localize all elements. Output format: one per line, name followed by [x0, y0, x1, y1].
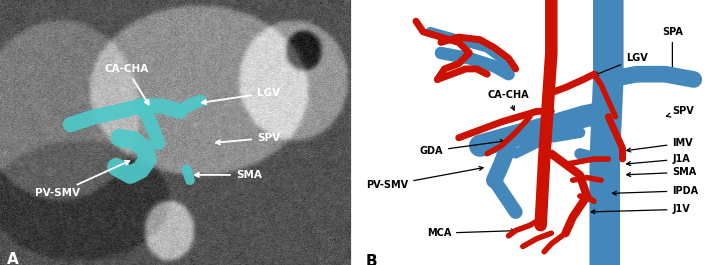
Text: SPA: SPA	[662, 27, 683, 73]
Text: J1V: J1V	[591, 204, 690, 214]
Text: SPV: SPV	[666, 106, 694, 117]
Text: PV-SMV: PV-SMV	[35, 161, 130, 198]
Text: PV-SMV: PV-SMV	[366, 166, 483, 191]
Text: SMA: SMA	[627, 167, 697, 177]
Text: GDA: GDA	[420, 140, 504, 156]
Text: LGV: LGV	[202, 88, 280, 104]
Text: MCA: MCA	[427, 228, 515, 238]
Text: LGV: LGV	[594, 53, 648, 76]
Text: CA-CHA: CA-CHA	[487, 90, 529, 110]
Text: IPDA: IPDA	[612, 186, 699, 196]
Text: A: A	[7, 252, 19, 265]
Text: CA-CHA: CA-CHA	[105, 64, 149, 105]
Text: B: B	[366, 254, 378, 265]
Text: IMV: IMV	[627, 138, 693, 152]
Text: J1A: J1A	[627, 154, 690, 166]
Text: SPV: SPV	[216, 133, 280, 144]
Text: SMA: SMA	[195, 170, 262, 180]
